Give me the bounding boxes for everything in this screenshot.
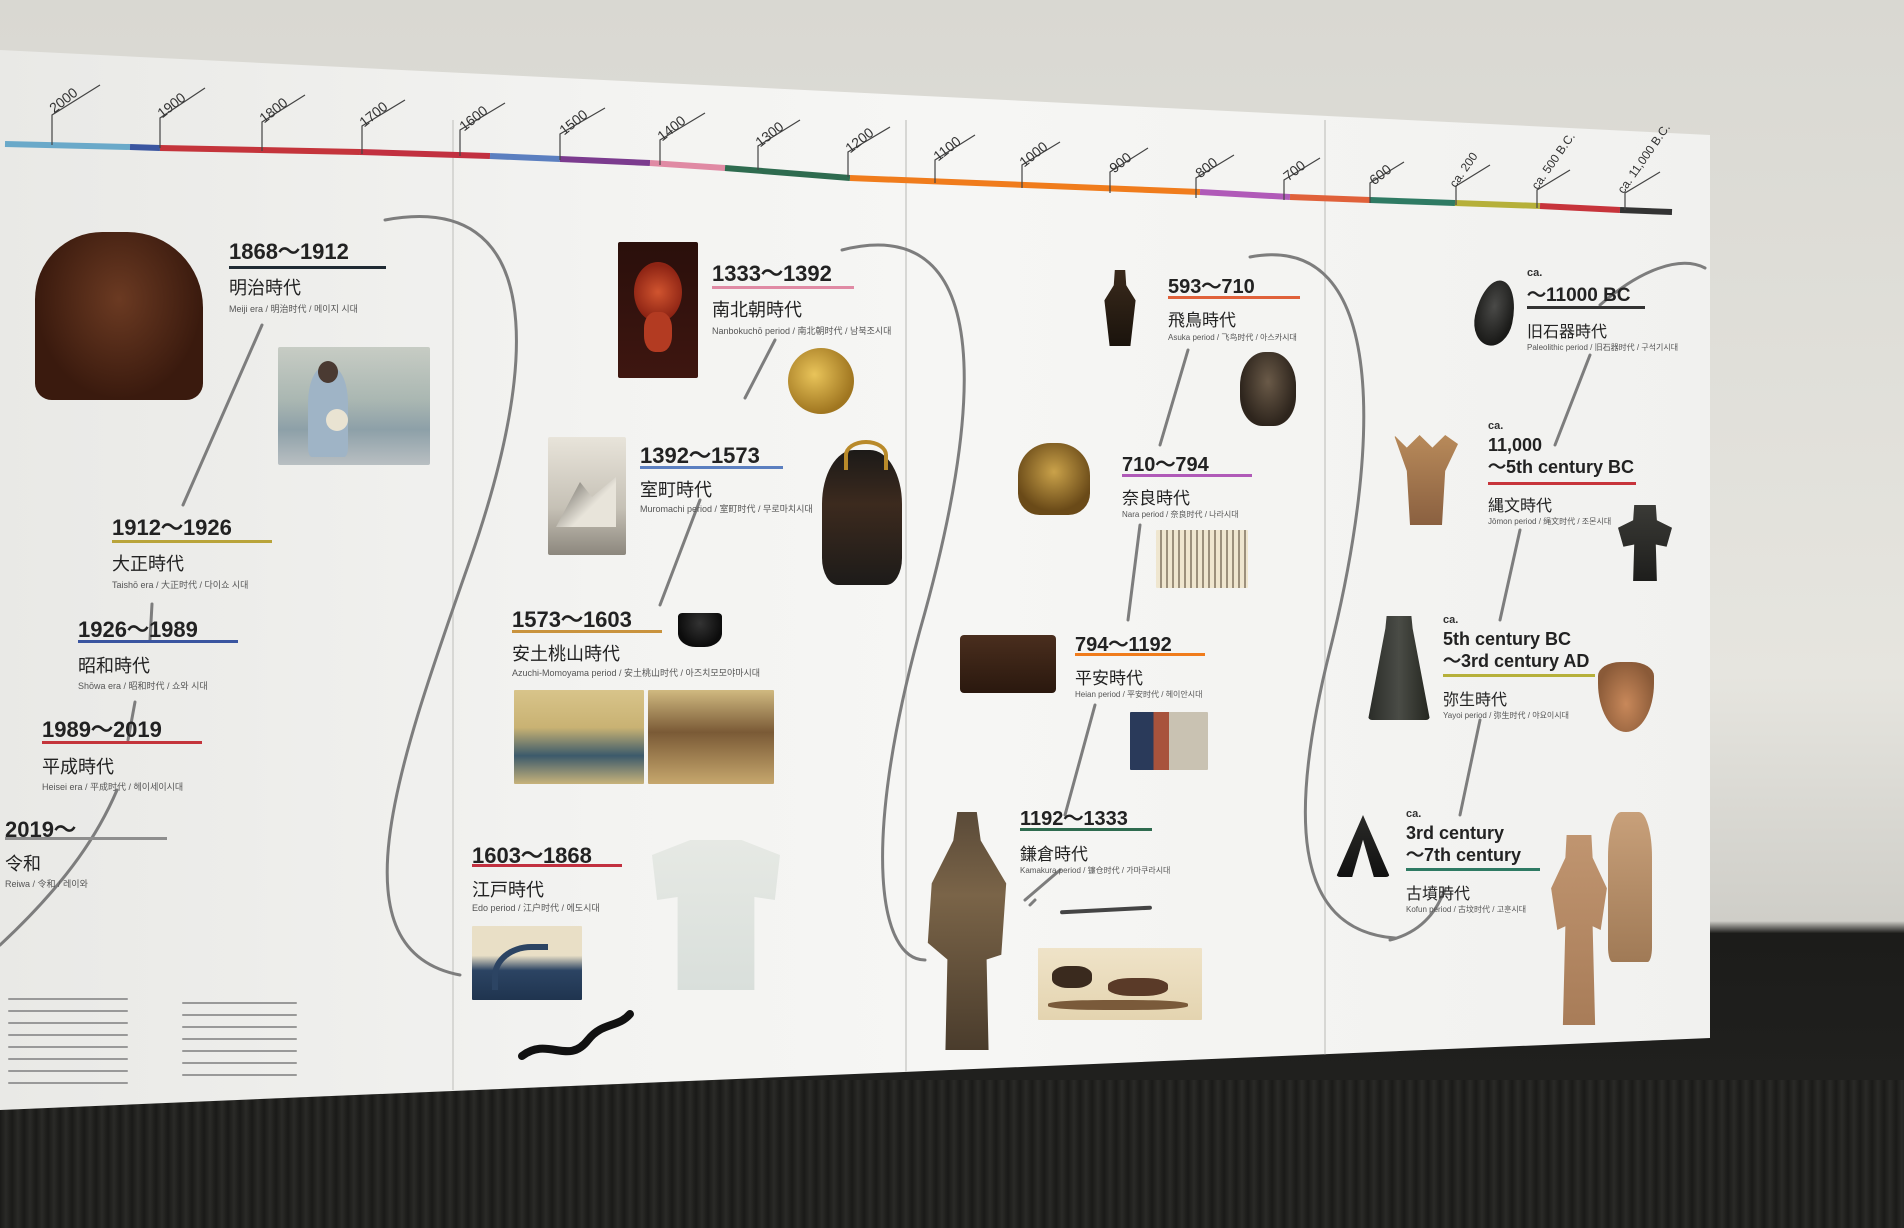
era-name: 江戸時代 bbox=[472, 880, 544, 900]
era-years: 5th century BC ～3rd century AD bbox=[1443, 629, 1590, 671]
era-name: 明治時代 bbox=[229, 278, 301, 298]
era-name: 古墳時代 bbox=[1406, 886, 1471, 903]
era-name: 平安時代 bbox=[1075, 669, 1143, 688]
incense-burner-image bbox=[1018, 443, 1090, 515]
era-rule bbox=[5, 837, 167, 840]
era-rule bbox=[1443, 674, 1595, 677]
era-sub: Taishō era / 大正时代 / 다이쇼 시대 bbox=[112, 580, 249, 590]
era-rule bbox=[1488, 482, 1636, 485]
era-sub: Asuka period / 飞鸟时代 / 아스카시대 bbox=[1168, 333, 1297, 342]
era-name: 飛鳥時代 bbox=[1168, 311, 1236, 330]
buddhist-painting-image bbox=[618, 242, 698, 378]
era-rule bbox=[512, 630, 662, 633]
era-rule bbox=[1168, 296, 1300, 299]
gigaku-mask-image bbox=[1240, 352, 1296, 426]
era-name: 令和 bbox=[5, 854, 41, 874]
era-rule bbox=[1020, 828, 1152, 831]
era-sub: Kamakura period / 镰仓时代 / 가마쿠라시대 bbox=[1020, 866, 1171, 875]
era-years: 1603～1868 bbox=[472, 843, 592, 868]
haniwa-figure-image bbox=[1608, 812, 1652, 962]
carved-wood-sculpture-image bbox=[35, 232, 203, 400]
timeline-bar bbox=[4, 141, 1673, 215]
era-rule bbox=[712, 286, 854, 289]
era-years: 1392～1573 bbox=[640, 443, 760, 468]
era-sub: Heian period / 平安时代 / 헤이안시대 bbox=[1075, 690, 1203, 699]
era-ca: ca. bbox=[1443, 614, 1459, 626]
era-name: 弥生時代 bbox=[1443, 692, 1508, 709]
era-years: 11,000 ～5th century BC bbox=[1488, 435, 1635, 477]
era-sub: Azuchi-Momoyama period / 安土桃山时代 / 아즈치모모야… bbox=[512, 668, 761, 678]
era-sub: Nara period / 奈良时代 / 나라시대 bbox=[1122, 510, 1239, 519]
era-ca: ca. bbox=[1527, 267, 1543, 279]
era-rule bbox=[1075, 653, 1205, 656]
panel-seam bbox=[1324, 120, 1326, 1060]
era-years: 794～1192 bbox=[1075, 634, 1172, 656]
era-rule bbox=[229, 266, 386, 269]
portrait-painting-image bbox=[278, 347, 430, 465]
era-sub: Muromachi period / 室町时代 / 무로마치시대 bbox=[640, 504, 813, 514]
panel-seam bbox=[905, 120, 907, 1080]
era-years: 593～710 bbox=[1168, 276, 1255, 298]
era-rule bbox=[1122, 474, 1252, 477]
era-rule bbox=[1527, 306, 1645, 309]
timeline-ticks bbox=[51, 84, 1661, 210]
era-years: ～11000 BC bbox=[1527, 285, 1631, 306]
era-name: 大正時代 bbox=[112, 554, 184, 574]
era-name: 奈良時代 bbox=[1122, 489, 1190, 508]
serpentine-line bbox=[0, 215, 1707, 977]
samurai-armor-image bbox=[822, 440, 902, 585]
era-sub: Kofun period / 古坟时代 / 고훈시대 bbox=[1406, 905, 1527, 914]
folding-screen-image bbox=[648, 690, 774, 784]
era-rule bbox=[112, 540, 272, 543]
era-years: 710～794 bbox=[1122, 454, 1209, 476]
era-years: 1333～1392 bbox=[712, 261, 832, 286]
sutra-scroll-image bbox=[1156, 530, 1248, 588]
ink-landscape-image bbox=[548, 437, 626, 555]
black-tea-bowl-image bbox=[678, 613, 722, 647]
era-rule bbox=[78, 640, 238, 643]
era-name: 縄文時代 bbox=[1488, 498, 1553, 515]
era-name: 昭和時代 bbox=[78, 656, 150, 676]
lacquer-mirror-image bbox=[788, 348, 854, 414]
era-sub: Meiji era / 明治时代 / 메이지 시대 bbox=[229, 304, 358, 314]
era-ca: ca. bbox=[1406, 808, 1422, 820]
era-rule bbox=[42, 741, 202, 744]
era-rule bbox=[640, 466, 783, 469]
era-sub: Yayoi period / 弥生时代 / 야요이시대 bbox=[1443, 711, 1570, 720]
era-rule bbox=[472, 864, 622, 867]
era-years: 1868～1912 bbox=[229, 239, 349, 264]
era-sub: Nanbokuchō period / 南北朝时代 / 남북조시대 bbox=[712, 326, 892, 336]
era-rule bbox=[1406, 868, 1540, 871]
era-name: 平成時代 bbox=[42, 757, 114, 777]
era-ca: ca. bbox=[1488, 420, 1504, 432]
era-sub: Paleolithic period / 旧石器时代 / 구석기시대 bbox=[1527, 343, 1679, 352]
era-years: 1192～1333 bbox=[1020, 808, 1128, 830]
folding-screen-image bbox=[514, 690, 644, 784]
handscroll-painting-image bbox=[1038, 948, 1202, 1020]
dragon-ornament-image bbox=[518, 1006, 636, 1068]
wall-bottom bbox=[0, 1080, 1904, 1228]
era-name: 安土桃山時代 bbox=[512, 644, 620, 664]
era-years: 1926～1989 bbox=[78, 617, 198, 642]
era-sub: Edo period / 江户时代 / 에도시대 bbox=[472, 903, 600, 913]
era-name: 南北朝時代 bbox=[712, 300, 802, 320]
era-name: 室町時代 bbox=[640, 480, 712, 500]
era-sub: Heisei era / 平成时代 / 헤이세이시대 bbox=[42, 782, 184, 792]
heian-calligraphy-image bbox=[1130, 712, 1208, 770]
era-years: 3rd century ～7th century bbox=[1406, 823, 1522, 865]
era-years: 1989～2019 bbox=[42, 717, 162, 742]
great-wave-print-image bbox=[472, 926, 582, 1000]
era-years: 1912～1926 bbox=[112, 515, 232, 540]
era-name: 鎌倉時代 bbox=[1020, 845, 1088, 864]
era-years: 1573～1603 bbox=[512, 607, 632, 632]
era-sub: Jōmon period / 绳文时代 / 조몬시대 bbox=[1488, 517, 1612, 526]
era-sub: Shōwa era / 昭和时代 / 쇼와 시대 bbox=[78, 681, 208, 691]
lacquer-box-image bbox=[960, 635, 1056, 693]
era-name: 旧石器時代 bbox=[1527, 324, 1608, 341]
era-sub: Reiwa / 令和 / 레이와 bbox=[5, 879, 88, 889]
